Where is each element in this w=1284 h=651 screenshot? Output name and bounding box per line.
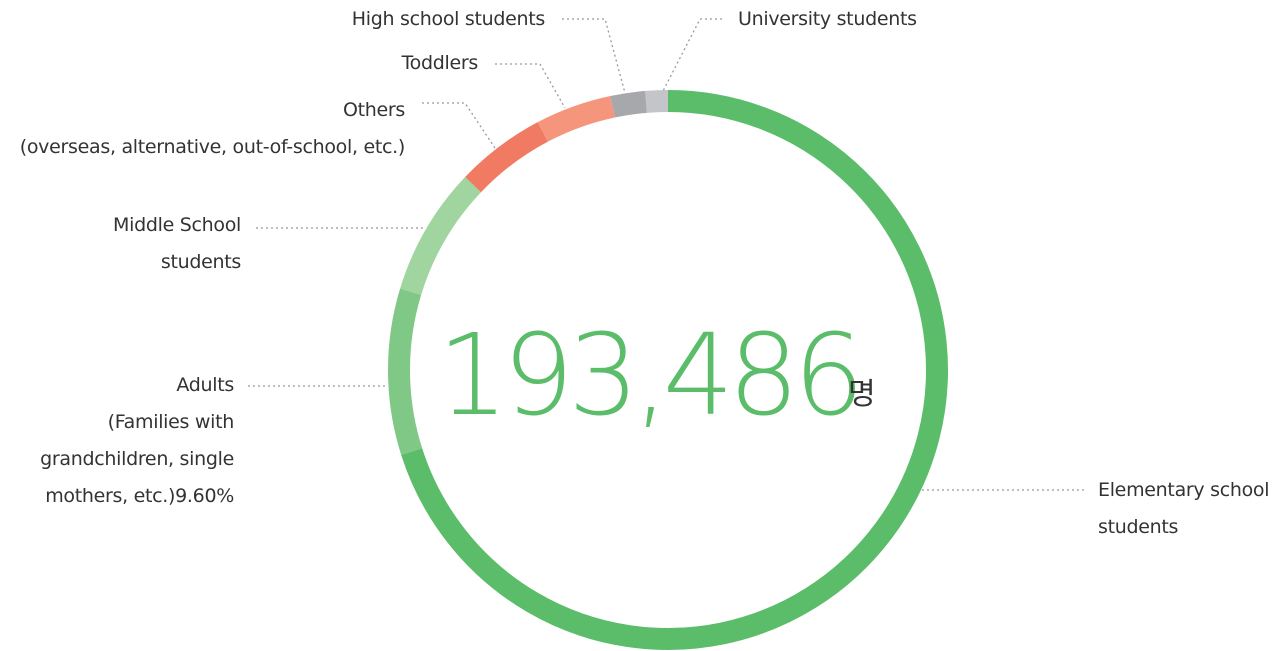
category-label: Toddlers bbox=[401, 45, 479, 82]
center-total: 193,486 bbox=[437, 311, 858, 441]
category-label: High school students bbox=[351, 1, 546, 38]
donut-segment bbox=[401, 90, 948, 650]
donut-segment bbox=[610, 90, 648, 118]
category-name: Toddlers bbox=[401, 52, 479, 74]
category-name: Adults (Families with grandchildren, sin… bbox=[40, 374, 234, 507]
center-unit: 명 bbox=[848, 377, 876, 412]
value-label: 9.60% bbox=[175, 485, 234, 507]
leader-line bbox=[661, 18, 722, 94]
leader-line bbox=[422, 102, 496, 149]
donut-segment bbox=[537, 95, 616, 142]
category-name: Middle School students bbox=[113, 214, 241, 273]
category-name: University students bbox=[738, 8, 917, 30]
category-label: Middle School students bbox=[113, 207, 241, 281]
category-name: High school students bbox=[351, 8, 546, 30]
leader-line bbox=[562, 18, 626, 94]
category-label: Others (overseas, alternative, out-of-sc… bbox=[19, 92, 406, 166]
donut-segment bbox=[400, 177, 482, 296]
donut-segment bbox=[388, 288, 423, 455]
category-label: University students bbox=[738, 1, 917, 38]
donut-segment bbox=[645, 90, 669, 113]
category-name: Others (overseas, alternative, out-of-sc… bbox=[19, 99, 406, 158]
leader-line bbox=[495, 63, 566, 109]
donut-segment bbox=[465, 122, 549, 193]
category-name: Elementary school students bbox=[1098, 479, 1270, 538]
category-label: Adults (Families with grandchildren, sin… bbox=[40, 367, 234, 515]
category-label: Elementary school students bbox=[1098, 472, 1270, 546]
